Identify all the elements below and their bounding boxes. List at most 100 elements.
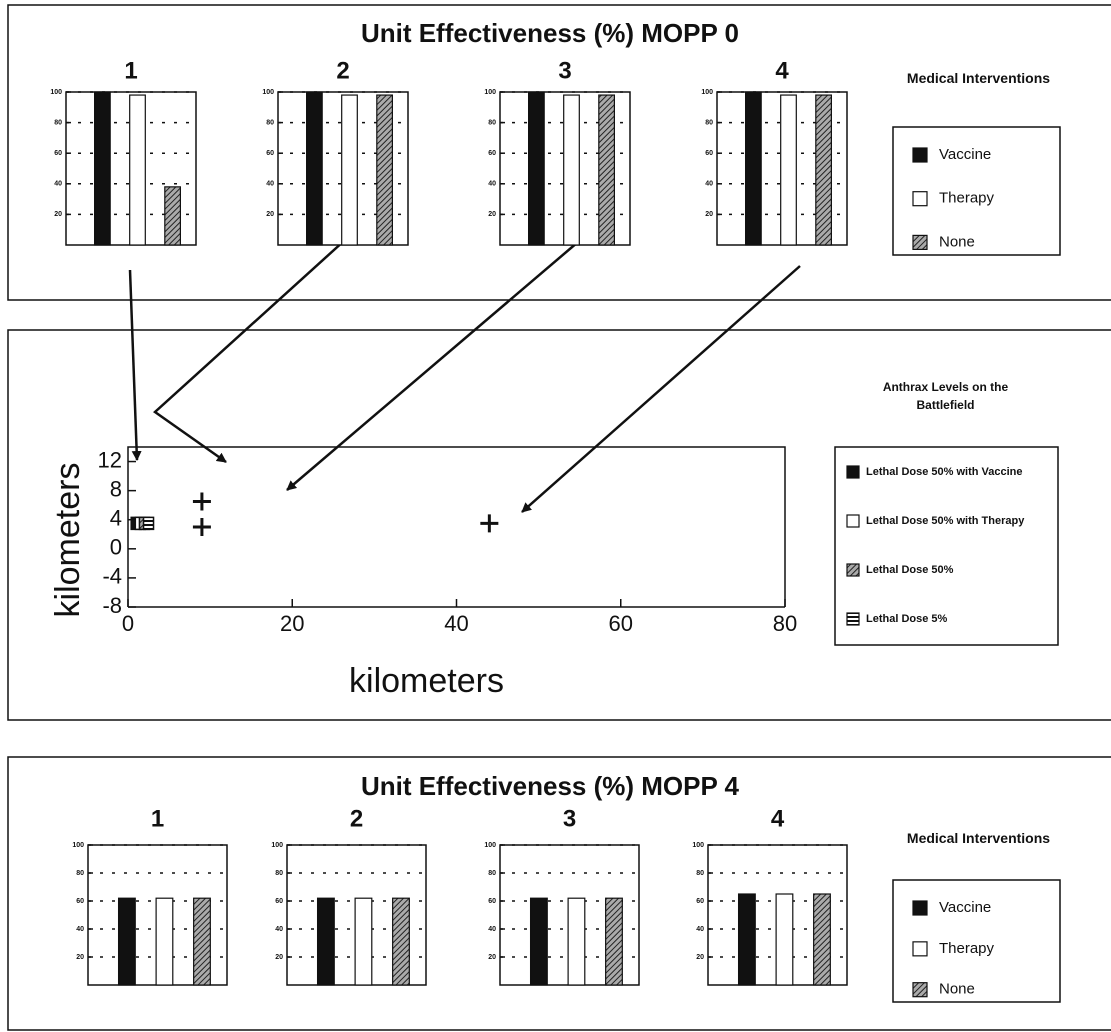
y-tick-label: 20 — [266, 211, 274, 218]
y-tick-label: 60 — [705, 150, 713, 157]
legend-frame — [892, 879, 1061, 1003]
legend-swatch — [912, 941, 928, 957]
y-tick-label: 40 — [488, 926, 496, 933]
y-tick-label: 100 — [484, 842, 496, 849]
legend-label: Therapy — [939, 190, 995, 207]
legend-swatch — [912, 191, 928, 207]
legend-swatch — [912, 982, 928, 998]
bar — [744, 91, 762, 246]
legend-label: Therapy — [939, 940, 995, 957]
bar — [775, 893, 794, 986]
panel-border — [7, 4, 1111, 301]
y-tick-label: -4 — [102, 564, 122, 589]
y-tick-label: 60 — [275, 898, 283, 905]
bar — [563, 94, 580, 246]
bar — [193, 897, 211, 986]
y-tick-label: 12 — [98, 447, 122, 472]
arrow — [128, 269, 142, 461]
panel-border — [7, 329, 1111, 721]
bar — [93, 91, 111, 246]
unit-marker — [480, 514, 499, 533]
panel-title: Unit Effectiveness (%) MOPP 4 — [361, 771, 740, 801]
x-tick-label: 20 — [280, 611, 304, 636]
legend-label: Lethal Dose 50% with Vaccine — [866, 466, 1023, 478]
y-tick-label: 20 — [54, 211, 62, 218]
y-tick-label: 80 — [488, 119, 496, 126]
y-tick-label: 60 — [696, 898, 704, 905]
y-tick-label: 80 — [696, 870, 704, 877]
y-tick-label: 4 — [110, 506, 122, 531]
y-tick-label: 40 — [488, 181, 496, 188]
x-axis-label: kilometers — [349, 662, 504, 700]
y-tick-label: 100 — [271, 842, 283, 849]
y-tick-label: 40 — [705, 181, 713, 188]
bar — [306, 91, 323, 246]
bar — [527, 91, 545, 246]
y-tick-label: 40 — [696, 926, 704, 933]
y-tick-label: 80 — [54, 119, 62, 126]
facet-title: 1 — [151, 805, 164, 832]
y-tick-label: 80 — [488, 870, 496, 877]
bar — [567, 897, 586, 986]
legend-label: None — [939, 981, 975, 998]
bar — [155, 897, 174, 986]
x-tick-label: 40 — [444, 611, 468, 636]
bar — [392, 897, 410, 986]
y-tick-label: 60 — [76, 898, 84, 905]
y-tick-label: 100 — [692, 842, 704, 849]
y-tick-label: 100 — [701, 89, 713, 96]
legend-swatch — [912, 900, 928, 916]
y-tick-label: 20 — [488, 954, 496, 961]
y-tick-label: 100 — [484, 89, 496, 96]
legend-label: None — [939, 233, 975, 250]
legend-label: Lethal Dose 50% with Therapy — [866, 515, 1025, 527]
bar — [605, 897, 623, 986]
bar — [341, 94, 358, 246]
arrow — [286, 241, 579, 491]
bar — [354, 897, 373, 986]
bar — [813, 893, 831, 986]
bar — [780, 94, 797, 246]
facet-title: 1 — [124, 57, 137, 84]
arrow — [521, 265, 801, 513]
arrow — [153, 239, 346, 464]
y-tick-label: 20 — [705, 211, 713, 218]
y-tick-label: 60 — [488, 150, 496, 157]
legend-title: Medical Interventions — [906, 70, 1051, 86]
legend-frame — [834, 446, 1059, 646]
x-tick-label: 0 — [122, 611, 134, 636]
y-tick-label: 20 — [275, 954, 283, 961]
facet-title: 2 — [350, 805, 363, 832]
y-tick-label: 20 — [488, 211, 496, 218]
unit-marker — [192, 492, 211, 511]
y-tick-label: 100 — [72, 842, 84, 849]
legend-title: Anthrax Levels on the Battlefield — [882, 380, 1009, 412]
dose-marker — [142, 516, 155, 531]
legend-swatch — [912, 147, 928, 163]
legend-swatch — [912, 234, 928, 250]
facet-title: 3 — [558, 57, 571, 84]
y-tick-label: 60 — [54, 150, 62, 157]
y-tick-label: 40 — [76, 926, 84, 933]
y-tick-label: 60 — [488, 898, 496, 905]
legend-swatch — [846, 612, 860, 626]
bar — [316, 897, 335, 986]
panel-title: Unit Effectiveness (%) MOPP 0 — [361, 18, 739, 48]
y-tick-label: 40 — [275, 926, 283, 933]
y-tick-label: 80 — [705, 119, 713, 126]
y-tick-label: 60 — [266, 150, 274, 157]
y-tick-label: 20 — [76, 954, 84, 961]
bar — [598, 94, 615, 246]
bar — [737, 893, 756, 986]
y-tick-label: 8 — [110, 476, 122, 501]
y-axis-label: kilometers — [49, 463, 87, 618]
legend-swatch — [846, 465, 860, 479]
legend-label: Vaccine — [939, 146, 991, 163]
facet-title: 2 — [336, 57, 349, 84]
facet-title: 4 — [775, 57, 789, 84]
y-tick-label: 80 — [266, 119, 274, 126]
y-tick-label: 40 — [266, 181, 274, 188]
x-tick-label: 60 — [609, 611, 633, 636]
